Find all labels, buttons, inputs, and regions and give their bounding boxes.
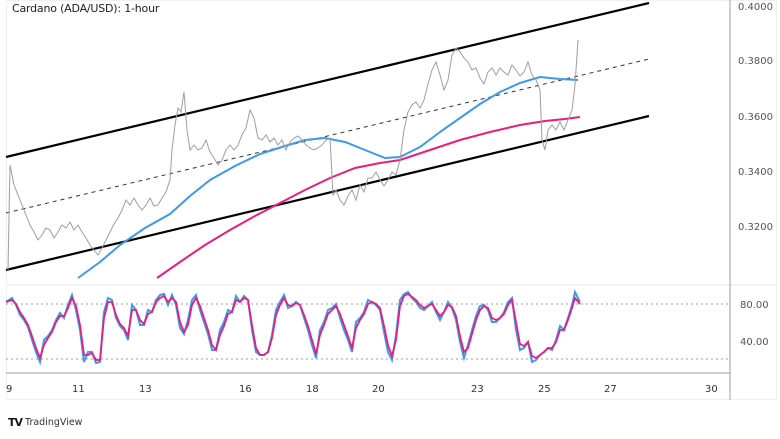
svg-text:30: 30 <box>705 384 718 395</box>
channel-midline[interactable] <box>5 58 650 214</box>
price-axis: 0.4000 0.3800 0.3600 0.3400 0.3200 <box>738 2 773 233</box>
svg-text:18: 18 <box>306 384 319 395</box>
tradingview-logo-icon: TV <box>8 416 23 429</box>
svg-text:23: 23 <box>471 384 484 395</box>
svg-text:20: 20 <box>372 384 385 395</box>
svg-text:0.3400: 0.3400 <box>738 167 773 178</box>
time-axis: 9 11 13 16 18 20 23 25 27 30 <box>6 384 718 395</box>
chart-title: Cardano (ADA/USD): 1-hour <box>12 2 160 15</box>
tradingview-branding: TV TradingView <box>8 416 82 429</box>
svg-text:40.00: 40.00 <box>740 337 769 348</box>
stoch-d-line <box>5 292 581 361</box>
stochastic-oscillator[interactable] <box>5 289 730 366</box>
sma-fast-line <box>77 75 579 279</box>
svg-text:25: 25 <box>538 384 551 395</box>
channel-lower-line[interactable] <box>5 114 650 272</box>
svg-text:80.00: 80.00 <box>740 300 769 311</box>
svg-text:13: 13 <box>139 384 152 395</box>
svg-text:0.3800: 0.3800 <box>738 56 773 67</box>
ascending-channel[interactable] <box>5 1 650 272</box>
sma-slow-line <box>156 116 581 279</box>
svg-text:0.4000: 0.4000 <box>738 2 773 13</box>
channel-upper-line[interactable] <box>5 1 650 159</box>
chart-frame <box>6 0 777 400</box>
svg-text:11: 11 <box>72 384 85 395</box>
svg-text:16: 16 <box>239 384 252 395</box>
svg-text:0.3200: 0.3200 <box>738 222 773 233</box>
brand-name: TradingView <box>25 417 83 428</box>
svg-text:9: 9 <box>6 384 12 395</box>
svg-text:0.3600: 0.3600 <box>738 112 773 123</box>
oscillator-axis: 80.00 40.00 <box>740 300 769 348</box>
svg-text:27: 27 <box>604 384 617 395</box>
candlesticks[interactable] <box>7 39 579 271</box>
